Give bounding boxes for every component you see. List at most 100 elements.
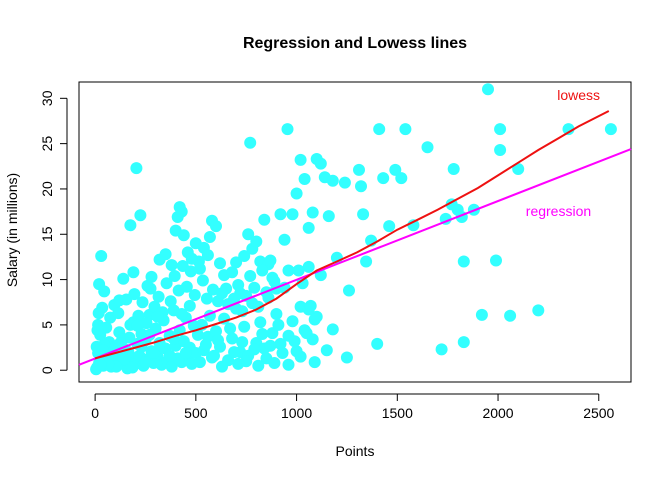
data-point xyxy=(226,332,239,345)
x-tick-label: 2500 xyxy=(583,405,614,421)
data-point xyxy=(114,337,127,349)
data-point xyxy=(308,313,321,326)
data-point xyxy=(373,123,386,136)
data-point xyxy=(338,176,351,189)
data-point xyxy=(145,270,158,283)
data-point xyxy=(232,357,245,370)
data-point xyxy=(92,307,105,320)
data-point xyxy=(193,262,206,275)
y-tick-label: 15 xyxy=(39,226,55,242)
data-point xyxy=(91,324,104,337)
data-point xyxy=(274,208,287,221)
data-point xyxy=(216,360,228,373)
data-point xyxy=(258,213,271,226)
data-point xyxy=(447,163,460,175)
data-point xyxy=(264,339,277,352)
x-tick-label: 1000 xyxy=(281,405,312,421)
lowess-line xyxy=(94,110,610,360)
data-point xyxy=(290,187,303,200)
data-point xyxy=(165,259,178,272)
labels: Regression and Lowess lines Points Salar… xyxy=(4,35,600,459)
data-point xyxy=(343,284,355,297)
data-point xyxy=(118,353,131,366)
data-point xyxy=(228,346,241,359)
data-point xyxy=(203,231,216,243)
data-point xyxy=(160,277,173,290)
data-point xyxy=(185,252,198,265)
data-point xyxy=(98,285,111,298)
data-point xyxy=(268,275,281,288)
data-point xyxy=(113,294,126,307)
data-point xyxy=(300,327,313,340)
data-point xyxy=(435,343,448,356)
data-point xyxy=(304,299,317,312)
data-point xyxy=(238,320,251,333)
data-point xyxy=(238,250,251,262)
data-point xyxy=(286,208,299,221)
data-point xyxy=(175,205,188,218)
data-point xyxy=(188,289,201,301)
y-tick-label: 25 xyxy=(39,136,55,152)
data-point xyxy=(490,254,502,267)
x-tick-label: 500 xyxy=(184,405,208,421)
data-point xyxy=(302,260,315,273)
data-point xyxy=(94,358,107,371)
data-point xyxy=(230,256,243,269)
data-point xyxy=(320,344,333,357)
data-point xyxy=(250,235,263,248)
y-tick-label: 0 xyxy=(39,366,55,374)
data-point xyxy=(260,352,273,365)
data-point xyxy=(306,206,319,219)
regression-line xyxy=(78,148,632,366)
data-point xyxy=(512,163,525,175)
data-point xyxy=(504,309,517,322)
plot-frame xyxy=(78,81,632,383)
data-point xyxy=(200,292,213,305)
data-point xyxy=(282,264,295,277)
data-point xyxy=(139,356,152,369)
data-point xyxy=(266,327,279,340)
data-point xyxy=(264,254,277,267)
data-point xyxy=(117,272,130,285)
x-tick-label: 2000 xyxy=(482,405,513,421)
data-point xyxy=(196,274,209,287)
data-point xyxy=(184,265,197,278)
data-point xyxy=(244,270,257,282)
data-point xyxy=(175,308,188,320)
data-point xyxy=(228,292,241,305)
data-point xyxy=(292,264,305,277)
data-point xyxy=(604,123,617,136)
data-point xyxy=(457,255,470,268)
data-point xyxy=(177,229,190,242)
data-point xyxy=(360,255,373,268)
data-point xyxy=(210,220,222,233)
data-point xyxy=(191,328,204,341)
fit-lines xyxy=(78,110,632,366)
data-point xyxy=(322,210,335,223)
data-point xyxy=(159,248,172,261)
data-point xyxy=(248,281,261,294)
data-point xyxy=(147,347,160,359)
data-point xyxy=(127,266,140,279)
data-point xyxy=(421,141,434,154)
data-point xyxy=(180,280,193,293)
data-point xyxy=(151,310,164,323)
data-point xyxy=(179,347,192,359)
x-tick-label: 1500 xyxy=(382,405,413,421)
data-point xyxy=(353,163,365,176)
data-point xyxy=(112,307,125,320)
data-point xyxy=(236,336,249,349)
data-point xyxy=(340,351,353,364)
data-point xyxy=(214,257,226,270)
data-point xyxy=(282,358,295,371)
data-points xyxy=(90,83,617,376)
data-point xyxy=(278,233,291,246)
data-point xyxy=(134,209,147,222)
data-point xyxy=(201,249,214,262)
data-point xyxy=(208,349,220,362)
data-point xyxy=(357,208,370,221)
data-point xyxy=(210,325,222,338)
data-point xyxy=(183,299,196,312)
